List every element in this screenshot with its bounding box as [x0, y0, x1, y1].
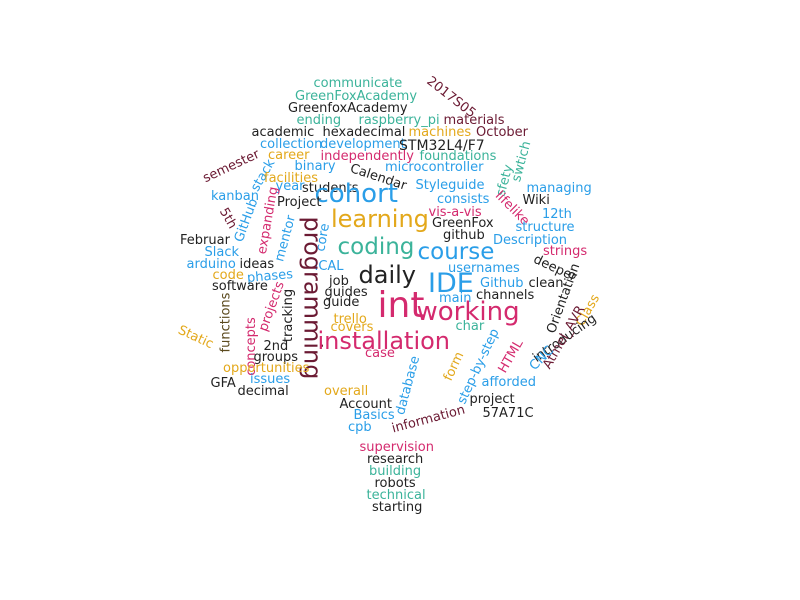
- word-communicate: communicate: [313, 75, 403, 91]
- word-software: software: [212, 278, 268, 294]
- word-managing: managing: [526, 180, 592, 196]
- word-basics: Basics: [353, 407, 395, 423]
- word-description: Description: [493, 232, 568, 248]
- word-mentor: mentor: [271, 213, 299, 263]
- word-case: case: [365, 345, 395, 361]
- word-october: October: [476, 124, 529, 140]
- word-57a71c: 57A71C: [482, 405, 534, 421]
- word-structure: structure: [515, 219, 575, 235]
- word-students: students: [302, 180, 359, 196]
- word-daily: daily: [358, 261, 416, 289]
- word-12th: 12th: [542, 206, 572, 222]
- word-2nd: 2nd: [263, 338, 289, 354]
- word-decimal: decimal: [237, 383, 289, 399]
- word-overall: overall: [324, 383, 369, 399]
- word-raspberry-pi: raspberry_pi: [358, 112, 440, 128]
- word-cohort: cohort: [314, 179, 398, 209]
- word-guides: guides: [324, 284, 368, 300]
- word-issues: issues: [250, 371, 291, 387]
- word-database: database: [393, 353, 424, 417]
- word-technical: technical: [366, 487, 426, 503]
- word-account: Account: [339, 396, 393, 412]
- word-opportunities: opportunities: [223, 360, 310, 376]
- word-trello: trello: [333, 311, 367, 327]
- word-tracking: tracking: [280, 288, 296, 342]
- word-hexadecimal: hexadecimal: [322, 124, 406, 140]
- word-februar: Februar: [180, 232, 230, 248]
- word-starting: starting: [372, 499, 423, 515]
- word-main: main: [439, 290, 472, 306]
- word-career: career: [268, 147, 310, 163]
- word-research: research: [367, 451, 424, 467]
- word-building: building: [369, 463, 422, 479]
- word-programming: programming: [297, 216, 326, 380]
- word-consists: consists: [437, 191, 490, 207]
- word-github-lower: github: [443, 227, 485, 243]
- word-ide: IDE: [428, 267, 474, 299]
- word-ical: ICAL: [314, 258, 344, 274]
- word-functions: functions: [218, 292, 234, 352]
- word-project-cap: Project: [277, 194, 322, 210]
- word-html: HTML: [495, 336, 527, 376]
- word-academic: academic: [251, 124, 315, 140]
- word-styleguide: Styleguide: [415, 177, 485, 193]
- word-stm32: STM32L4/F7: [399, 138, 485, 154]
- word-groups: groups: [253, 349, 299, 365]
- word-learning: learning: [331, 205, 429, 233]
- word-foundations: foundations: [419, 148, 497, 164]
- word-year: year: [275, 178, 305, 194]
- word-facilities: facilities: [264, 170, 319, 186]
- word-afforded: afforded: [481, 374, 537, 390]
- word-clean: clean: [528, 275, 564, 291]
- word-job: job: [329, 273, 349, 289]
- word-usernames: usernames: [448, 260, 520, 276]
- word-strings: strings: [543, 243, 588, 259]
- word-machines: machines: [408, 124, 472, 140]
- word-char: char: [455, 318, 485, 334]
- word-working: working: [416, 297, 520, 327]
- word-course: course: [417, 238, 495, 265]
- word-independently: independently: [320, 148, 414, 164]
- word-github-mixed: Github: [480, 275, 524, 291]
- word-project: project: [469, 391, 515, 407]
- word-materials: materials: [443, 112, 505, 128]
- word-arduino: arduino: [186, 256, 236, 272]
- word-channels: channels: [476, 287, 535, 303]
- word-coding: coding: [337, 233, 415, 260]
- word-static: Static: [175, 322, 216, 352]
- word-code: code: [212, 267, 244, 283]
- word-guide: guide: [323, 294, 360, 310]
- word-ideas: ideas: [239, 256, 275, 272]
- word-vis-a-vis: vis-a-vis: [428, 204, 482, 220]
- word-greenfox: GreenFox: [432, 215, 494, 231]
- word-robots: robots: [374, 475, 416, 491]
- word-slack: Slack: [204, 244, 240, 260]
- word-greenfoxacademy-lower: GreenfoxAcademy: [288, 100, 408, 116]
- word-installation: installation: [317, 327, 451, 355]
- word-collection: collection: [260, 136, 323, 152]
- word-supervision: supervision: [359, 439, 435, 455]
- word-wiki: Wiki: [522, 192, 550, 208]
- word-int: int: [377, 285, 425, 326]
- word-kanban: kanban: [211, 188, 259, 204]
- word-gfa: GFA: [210, 375, 236, 391]
- word-development: development: [320, 136, 406, 152]
- word-greenfoxacademy: GreenFoxAcademy: [295, 88, 418, 104]
- word-ending: ending: [296, 112, 342, 128]
- word-microcontroller: microcontroller: [385, 159, 484, 175]
- word-covers: covers: [330, 319, 374, 335]
- word-binary: binary: [294, 158, 336, 174]
- word-cpb: cpb: [348, 419, 372, 435]
